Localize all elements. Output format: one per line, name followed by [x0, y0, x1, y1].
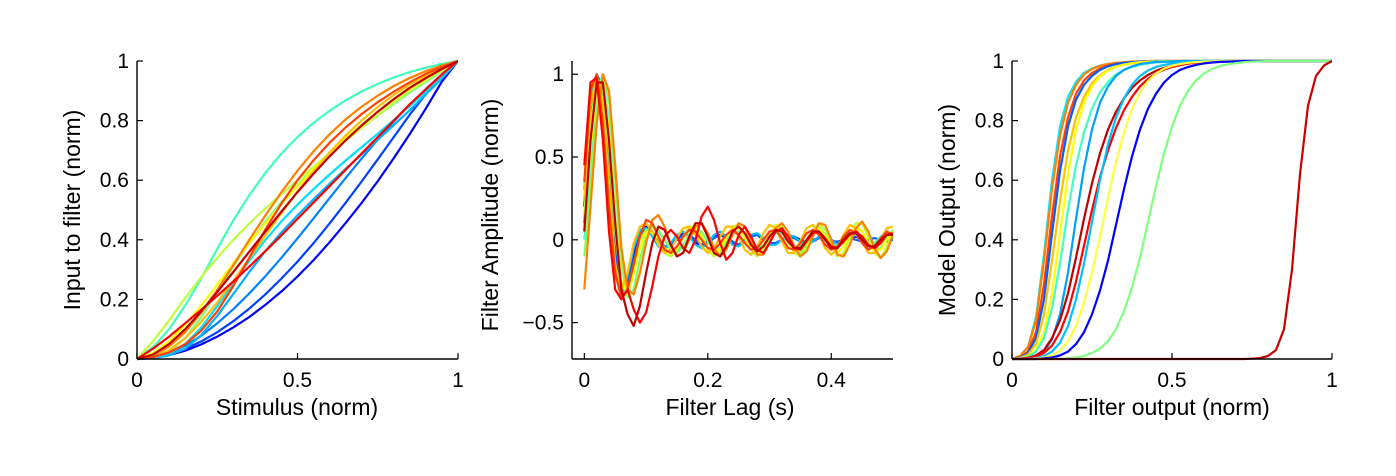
series-line-8: [583, 73, 893, 291]
x-axis-label: Filter output (norm): [1074, 394, 1270, 420]
series-line-12: [583, 81, 893, 327]
x-tick-label: 1: [1326, 369, 1338, 392]
series-line-9: [583, 73, 893, 296]
y-tick-label: 1: [552, 63, 564, 86]
y-axis-label: Model Output (norm): [934, 104, 960, 316]
series-line-2: [137, 60, 458, 361]
x-tick-label: 0.4: [817, 369, 847, 392]
panel-stimulus-input: Stimulus (norm) Input to filter (norm) 0…: [59, 50, 464, 420]
x-tick-label: 0.2: [693, 369, 722, 392]
y-tick-label: 0.5: [535, 146, 564, 169]
y-axis-label: Input to filter (norm): [59, 110, 85, 311]
y-tick-label: 0: [552, 229, 564, 252]
series-line-8: [1012, 59, 1332, 361]
y-tick-label: 0: [117, 348, 129, 371]
y-tick-label: 1: [117, 50, 129, 73]
x-tick-label: 0.5: [283, 369, 312, 392]
x-tick-label: 0: [131, 369, 143, 392]
series-line-1: [137, 60, 458, 361]
y-tick-label: 0.8: [100, 110, 129, 133]
y-tick-label: −0.5: [523, 312, 564, 335]
series-line-13: [137, 60, 458, 360]
series-line-11: [137, 59, 458, 361]
y-axis-label: Filter Amplitude (norm): [477, 99, 503, 332]
series-group: [1012, 59, 1332, 361]
series-group: [583, 73, 893, 327]
series-line-6: [137, 59, 458, 360]
y-tick-label: 0: [992, 348, 1004, 371]
y-tick-label: 0.6: [100, 169, 129, 192]
y-tick-label: 0.6: [975, 169, 1004, 192]
series-line-4: [137, 60, 458, 361]
y-tick-label: 1: [992, 50, 1004, 73]
y-tick-label: 0.8: [975, 110, 1004, 133]
x-axis-label: Filter Lag (s): [665, 394, 794, 420]
panel-filter-amplitude: Filter Lag (s) Filter Amplitude (norm) 0…: [477, 61, 893, 420]
series-line-14: [137, 60, 458, 361]
y-tick-label: 0.4: [100, 229, 130, 252]
y-tick-label: 0.2: [100, 288, 129, 311]
panel-model-output: Filter output (norm) Model Output (norm)…: [934, 50, 1338, 420]
x-axis-label: Stimulus (norm): [216, 394, 378, 420]
series-line-12: [137, 59, 458, 361]
series-group: [137, 59, 458, 361]
y-tick-label: 0.4: [975, 229, 1005, 252]
x-tick-label: 0.5: [1157, 369, 1186, 392]
y-tick-label: 0.2: [975, 288, 1004, 311]
x-tick-label: 1: [452, 369, 464, 392]
x-tick-label: 0: [579, 369, 591, 392]
x-tick-label: 0: [1006, 369, 1018, 392]
series-line-3: [583, 73, 893, 299]
